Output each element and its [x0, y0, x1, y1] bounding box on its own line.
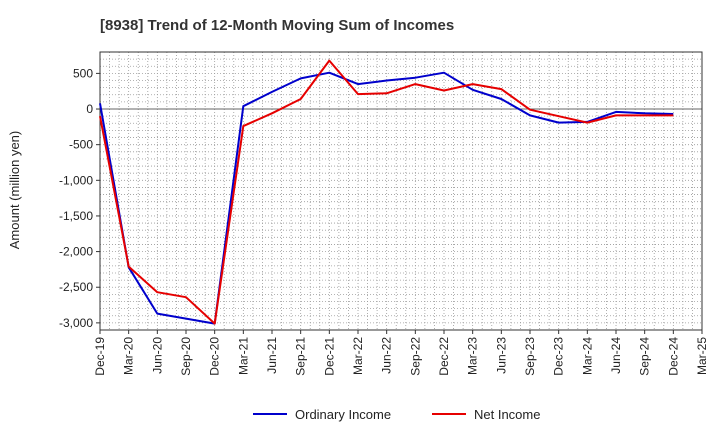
x-tick-label: Jun-20	[150, 337, 164, 374]
y-tick-label: -2,500	[59, 280, 93, 294]
series-line-net-income	[99, 59, 674, 325]
y-tick-label: 0	[86, 102, 93, 116]
x-tick-label: Mar-24	[580, 337, 594, 375]
plot-frame	[99, 51, 703, 331]
x-tick-label: Sep-23	[523, 337, 537, 376]
x-tick-label: Dec-19	[93, 337, 107, 376]
x-tick-label: Mar-22	[351, 337, 365, 375]
x-tick-label: Sep-22	[408, 337, 422, 376]
y-tick-label: -3,000	[59, 316, 93, 330]
x-tick-label: Mar-25	[695, 337, 709, 375]
x-tick-label: Mar-20	[122, 337, 136, 375]
x-tick-label: Mar-23	[466, 337, 480, 375]
grid	[100, 52, 702, 330]
legend-label: Ordinary Income	[295, 407, 391, 422]
y-axis-label: Amount (million yen)	[7, 131, 22, 250]
x-ticks: Dec-19 Mar-20 Jun-20 Sep-20 Dec-20 Mar-21 Jun-…	[93, 330, 709, 376]
y-ticks: 500 0 -500 -1,000 -1,500 -2,000 -2,500 -3,000	[59, 66, 100, 330]
y-tick-label: -1,000	[59, 173, 93, 187]
x-tick-label: Dec-24	[666, 337, 680, 376]
y-tick-label: -1,500	[59, 209, 93, 223]
y-tick-label: -2,000	[59, 245, 93, 259]
y-tick-label: -500	[69, 138, 93, 152]
series-lines	[99, 59, 674, 325]
chart-title: [8938] Trend of 12-Month Moving Sum of I…	[100, 17, 454, 34]
series-line-ordinary-income	[99, 71, 674, 325]
x-tick-label: Dec-22	[437, 337, 451, 376]
legend-label: Net Income	[474, 407, 540, 422]
y-tick-label: 500	[73, 66, 93, 80]
x-tick-label: Sep-21	[294, 337, 308, 376]
x-tick-label: Jun-22	[380, 337, 394, 374]
x-tick-label: Jun-24	[609, 337, 623, 374]
x-tick-label: Dec-20	[208, 337, 222, 376]
x-tick-label: Jun-23	[494, 337, 508, 374]
x-tick-label: Sep-20	[179, 337, 193, 376]
x-tick-label: Dec-21	[322, 337, 336, 376]
x-tick-label: Jun-21	[265, 337, 279, 374]
legend: Ordinary Income Net Income	[253, 407, 540, 422]
x-tick-label: Dec-23	[552, 337, 566, 376]
x-tick-label: Sep-24	[638, 337, 652, 376]
x-tick-label: Mar-21	[236, 337, 250, 375]
